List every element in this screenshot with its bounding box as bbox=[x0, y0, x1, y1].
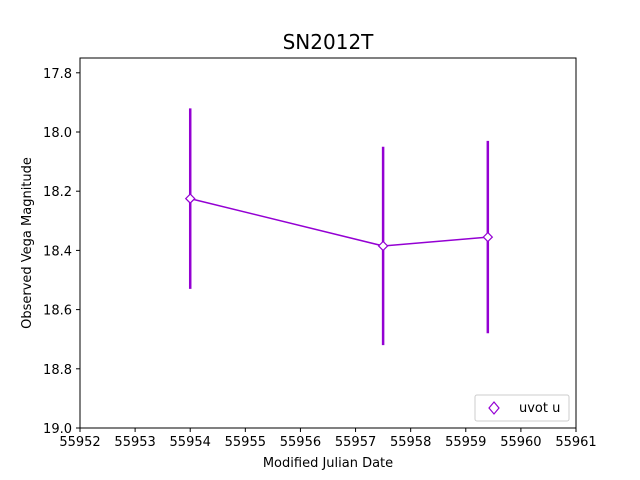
series-layer bbox=[184, 108, 494, 346]
y-tick-label: 17.8 bbox=[43, 67, 72, 82]
plot-frame bbox=[79, 57, 577, 429]
x-tick-label: 55961 bbox=[555, 435, 596, 450]
data-point bbox=[482, 231, 494, 243]
x-tick-label: 55954 bbox=[170, 435, 211, 450]
data-point bbox=[184, 193, 196, 204]
y-axis-title: Observed Vega Magnitude bbox=[20, 157, 35, 329]
x-axis: 55952 55953 55954 55955 55956 55957 55958 55959… bbox=[59, 428, 597, 450]
x-tick-label: 55955 bbox=[225, 435, 266, 450]
y-tick-label: 18.6 bbox=[43, 304, 72, 319]
y-tick-label: 18.2 bbox=[43, 185, 72, 200]
chart-title: SN2012T bbox=[283, 30, 375, 54]
legend: uvot u bbox=[474, 394, 570, 422]
legend-label: uvot u bbox=[519, 401, 560, 416]
y-tick-label: 18.8 bbox=[43, 363, 72, 378]
x-tick-label: 55959 bbox=[445, 435, 486, 450]
y-tick-label: 19.0 bbox=[43, 422, 72, 437]
y-tick-label: 18.0 bbox=[43, 126, 72, 141]
data-point bbox=[377, 240, 389, 252]
legend-box bbox=[474, 394, 570, 422]
x-tick-label: 55956 bbox=[280, 435, 321, 450]
y-tick-label: 18.4 bbox=[43, 244, 72, 259]
legend-marker-diamond bbox=[488, 401, 500, 415]
x-axis-title: Modified Julian Date bbox=[263, 456, 393, 471]
x-tick-label: 55957 bbox=[335, 435, 376, 450]
plot-background bbox=[80, 58, 576, 428]
x-tick-label: 55958 bbox=[390, 435, 431, 450]
x-tick-label: 55960 bbox=[500, 435, 541, 450]
x-tick-label: 55952 bbox=[59, 435, 100, 450]
y-axis: 17.8 18.0 18.2 18.4 18.6 18.8 19.0 bbox=[43, 67, 80, 437]
x-tick-label: 55953 bbox=[114, 435, 155, 450]
